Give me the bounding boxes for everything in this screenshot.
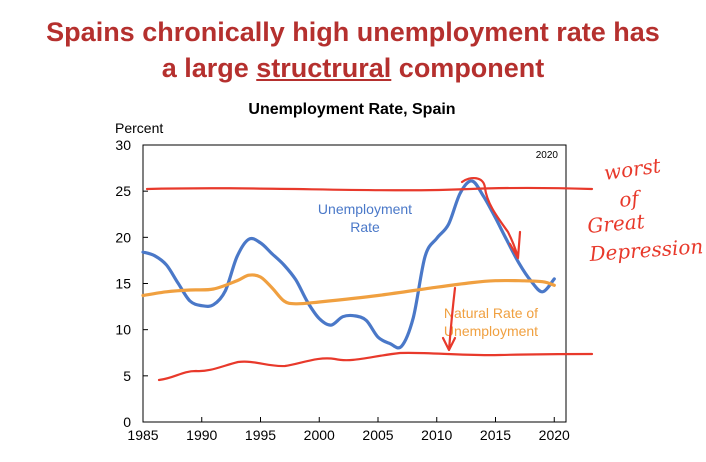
- unemployment-rate-line: [141, 179, 556, 350]
- slide-title-line-2: a large structrural component: [0, 50, 706, 86]
- chart-title: Unemployment Rate, Spain: [248, 101, 455, 118]
- handwritten-note-line-1: worst: [602, 153, 663, 185]
- title-underlined-word: structrural: [256, 53, 392, 83]
- y-tick-label: 5: [123, 368, 131, 384]
- x-tick-label: 2000: [304, 427, 335, 443]
- y-tick-label: 20: [115, 229, 131, 245]
- x-tick-label: 2010: [421, 427, 452, 443]
- natural-rate-label-line-2: Unemployment: [444, 323, 538, 339]
- handwritten-notes: worst of Great Depression: [586, 153, 704, 266]
- handwritten-note-line-2: of: [618, 186, 643, 212]
- title-prefix: a large: [161, 53, 257, 83]
- natural-rate-label-line-1: Natural Rate of: [444, 305, 538, 321]
- axis-ticks: 1985 1990 1995 2000 2005 2010 2015 2020 0 5 10 15 20…: [115, 137, 570, 443]
- x-tick-label: 1985: [127, 427, 158, 443]
- y-tick-label: 30: [115, 137, 131, 153]
- plot-frame: [142, 144, 567, 423]
- series-lines: [141, 179, 556, 350]
- slide-title-line-1: Spains chronically high unemployment rat…: [46, 17, 660, 47]
- corner-year-label: 2020: [536, 150, 559, 161]
- down-arrow: [441, 286, 457, 352]
- peak-marker-arrow: [460, 176, 522, 260]
- y-tick-label: 0: [123, 414, 131, 430]
- handwritten-annotations: [145, 176, 594, 382]
- unemployment-rate-label-line-2: Rate: [350, 219, 380, 235]
- title-suffix: component: [391, 53, 545, 83]
- unemployment-rate-label-line-1: Unemployment: [318, 201, 412, 217]
- y-tick-label: 25: [115, 183, 131, 199]
- handwritten-note-line-4: Depression: [588, 234, 704, 266]
- upper-hand-line: [145, 186, 594, 192]
- y-tick-label: 15: [115, 276, 131, 292]
- handwritten-note-line-3: Great: [586, 209, 646, 238]
- x-tick-label: 2005: [362, 427, 393, 443]
- y-axis-unit-label: Percent: [115, 120, 163, 136]
- x-tick-label: 1990: [186, 427, 217, 443]
- x-tick-label: 1995: [245, 427, 276, 443]
- x-tick-label: 2015: [480, 427, 511, 443]
- natural-rate-line: [141, 273, 556, 306]
- slide-title: Spains chronically high unemployment rat…: [0, 14, 706, 86]
- lower-hand-line: [157, 351, 594, 382]
- plot-area: [142, 144, 567, 423]
- x-tick-label: 2020: [539, 427, 570, 443]
- y-tick-label: 10: [115, 322, 131, 338]
